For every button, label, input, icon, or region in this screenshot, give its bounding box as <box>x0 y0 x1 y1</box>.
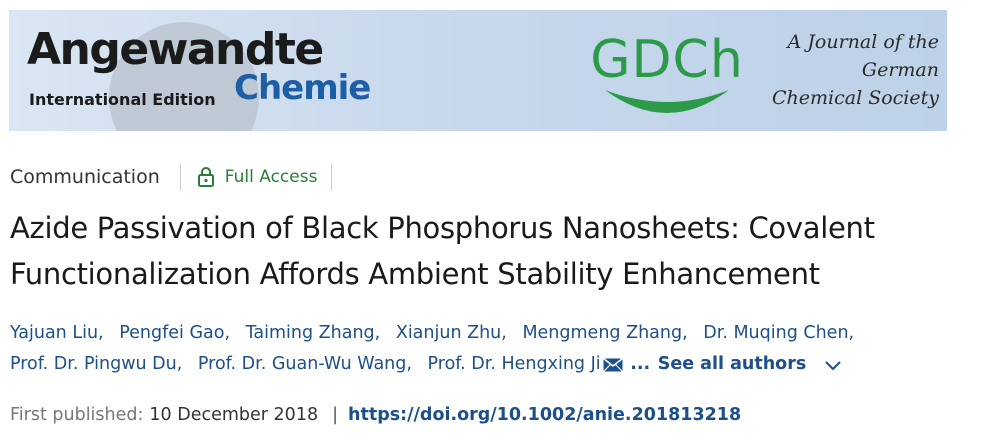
gdch-arc-icon <box>605 90 729 113</box>
journal-logo-chemie: Chemie <box>234 68 371 108</box>
see-all-authors-ellipsis: ... <box>630 354 651 374</box>
article-type-label: Communication <box>10 166 160 188</box>
author-link[interactable]: Pengfei Gao <box>119 323 225 343</box>
journal-society-line2: German <box>861 59 939 81</box>
first-published-label: First published: <box>10 405 144 425</box>
journal-banner[interactable]: Angewandte International Edition Chemie … <box>9 10 947 131</box>
banner-decoration <box>109 22 259 131</box>
journal-society-line3: Chemical Society <box>772 87 939 109</box>
gdch-logo-text: GDCh <box>590 30 744 90</box>
journal-logo-edition: International Edition <box>29 90 216 109</box>
divider <box>331 164 333 190</box>
email-icon[interactable] <box>602 358 623 372</box>
journal-society-line1: A Journal of the <box>787 31 939 53</box>
see-all-authors-link[interactable]: See all authors <box>657 354 807 374</box>
full-access-badge: Full Access <box>224 167 318 187</box>
gdch-logo: GDCh <box>587 30 747 120</box>
author-link[interactable]: Taiming Zhang <box>245 323 375 343</box>
article-title-line1: Azide Passivation of Black Phosphorus Na… <box>10 211 875 245</box>
divider <box>179 164 181 190</box>
author-line-2: Prof. Dr. Pingwu Du, Prof. Dr. Guan-Wu W… <box>10 349 980 380</box>
author-link[interactable]: Prof. Dr. Pingwu Du <box>10 354 177 374</box>
article-meta-row: Communication Full Access <box>10 162 333 192</box>
author-line-1: Yajuan Liu, Pengfei Gao, Taiming Zhang, … <box>10 323 855 343</box>
lock-icon <box>197 167 214 187</box>
author-link[interactable]: Prof. Dr. Guan-Wu Wang <box>197 354 407 374</box>
author-link[interactable]: Yajuan Liu <box>10 323 99 343</box>
article-title-line2: Functionalization Affords Ambient Stabil… <box>10 257 820 291</box>
author-link[interactable]: Mengmeng Zhang <box>522 323 683 343</box>
publication-info: First published: 10 December 2018 | http… <box>10 401 741 429</box>
chevron-down-icon[interactable] <box>824 360 842 372</box>
author-link[interactable]: Dr. Muqing Chen <box>703 323 849 343</box>
journal-society-text: A Journal of the German Chemical Society <box>769 28 939 112</box>
separator: | <box>332 405 338 425</box>
author-link[interactable]: Xianjun Zhu <box>395 323 502 343</box>
author-link[interactable]: Prof. Dr. Hengxing Ji <box>427 354 601 374</box>
author-list: Yajuan Liu, Pengfei Gao, Taiming Zhang, … <box>10 318 980 380</box>
article-title: Azide Passivation of Black Phosphorus Na… <box>10 205 985 297</box>
published-date: 10 December 2018 <box>149 405 319 425</box>
doi-link[interactable]: https://doi.org/10.1002/anie.201813218 <box>348 405 742 425</box>
journal-logo-angewandte: Angewandte <box>27 24 324 75</box>
